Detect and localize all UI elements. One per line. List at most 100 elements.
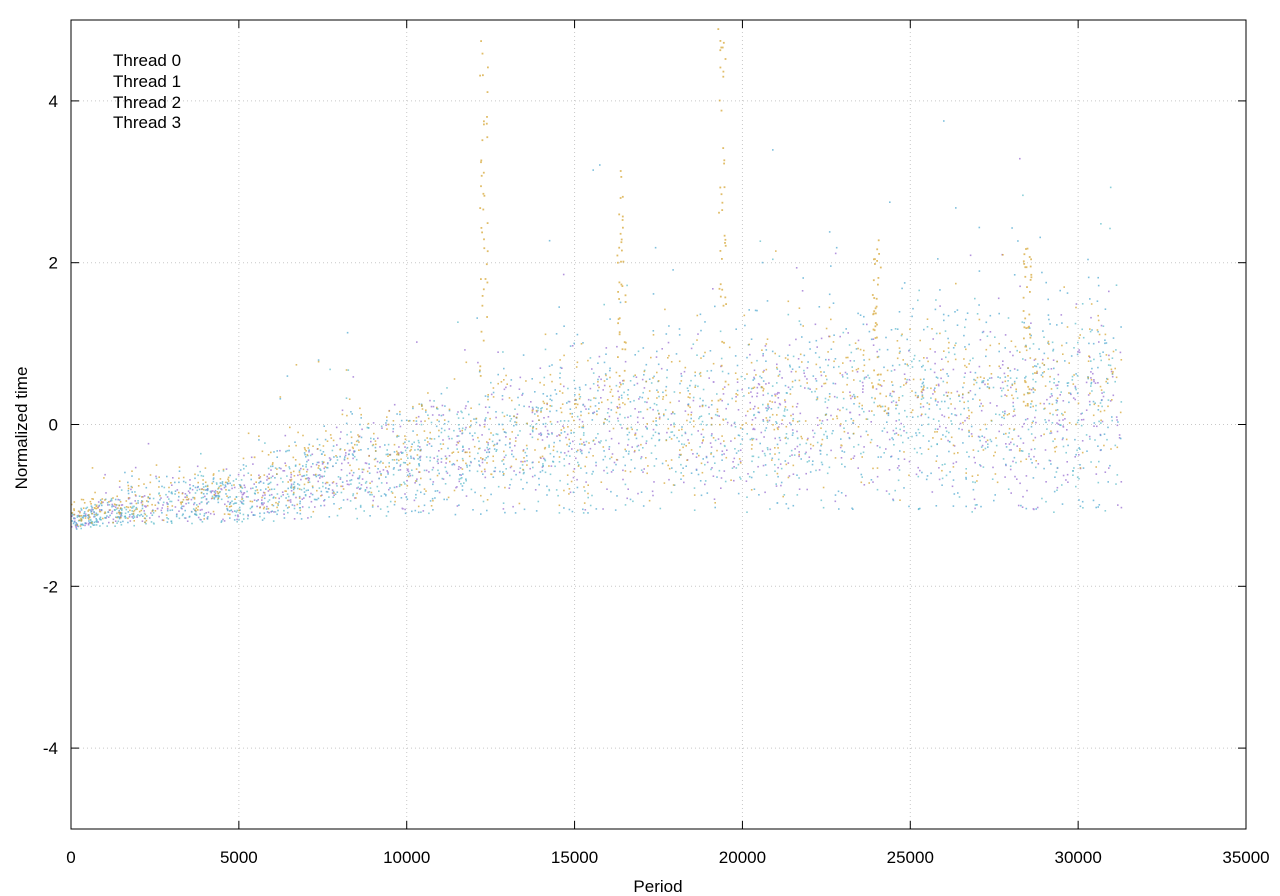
data-point: [88, 514, 90, 516]
data-point: [1005, 446, 1008, 448]
data-point: [73, 501, 76, 503]
data-point: [896, 340, 899, 342]
data-point: [120, 504, 123, 506]
data-point: [568, 438, 570, 441]
data-point: [211, 482, 213, 485]
data-point: [468, 448, 470, 450]
data-point: [790, 370, 793, 373]
data-point: [1068, 422, 1071, 424]
data-point: [404, 435, 406, 437]
data-point: [583, 432, 585, 434]
data-point: [798, 477, 800, 479]
data-point: [959, 422, 962, 425]
data-point: [480, 174, 483, 177]
data-point: [1050, 388, 1053, 390]
data-point: [501, 460, 503, 462]
data-point: [1088, 342, 1090, 345]
data-point: [1101, 420, 1104, 423]
data-point: [846, 373, 848, 375]
data-point: [1019, 285, 1021, 288]
data-point: [282, 470, 284, 472]
data-point: [580, 410, 582, 413]
data-point: [462, 417, 465, 419]
data-point: [119, 501, 122, 503]
data-point: [357, 439, 359, 442]
data-point: [830, 318, 832, 321]
data-point: [331, 449, 334, 452]
data-point: [616, 254, 619, 257]
data-point: [593, 397, 595, 399]
data-point: [679, 449, 681, 451]
data-point: [654, 444, 657, 447]
data-point: [778, 436, 781, 439]
data-point: [566, 443, 568, 446]
data-point: [637, 421, 639, 424]
data-point: [739, 476, 741, 479]
data-point: [1034, 358, 1037, 360]
data-point: [98, 518, 101, 520]
data-point: [80, 514, 83, 517]
data-point: [264, 442, 266, 444]
data-point: [959, 400, 961, 402]
data-point: [982, 466, 985, 468]
data-point: [1096, 329, 1099, 331]
data-point: [876, 350, 878, 353]
data-point: [340, 485, 342, 488]
data-point: [592, 372, 595, 374]
data-point: [807, 361, 809, 363]
data-point: [1021, 450, 1024, 452]
data-point: [960, 413, 962, 416]
data-point: [132, 517, 135, 519]
data-point: [619, 406, 621, 409]
data-point: [628, 431, 631, 434]
data-point: [135, 495, 137, 497]
data-point: [824, 397, 827, 400]
data-point: [326, 491, 329, 493]
data-point: [1076, 449, 1078, 452]
data-point: [1007, 436, 1010, 438]
data-point: [675, 470, 677, 473]
data-point: [1106, 378, 1109, 381]
data-point: [911, 360, 913, 363]
data-point: [839, 424, 842, 427]
data-point: [720, 109, 723, 112]
data-point: [834, 500, 837, 503]
data-point: [542, 393, 545, 395]
data-point: [872, 338, 875, 340]
data-point: [458, 427, 461, 430]
data-point: [168, 486, 170, 489]
data-point: [884, 409, 887, 412]
data-point: [874, 397, 876, 400]
data-point: [922, 435, 925, 437]
data-point: [694, 371, 696, 374]
data-point: [505, 431, 507, 434]
data-point: [514, 408, 516, 410]
data-point: [443, 423, 446, 425]
data-point: [425, 411, 427, 413]
data-point: [1044, 407, 1046, 410]
data-point: [903, 373, 906, 375]
data-point: [830, 449, 832, 452]
data-point: [789, 388, 792, 391]
data-point: [239, 500, 242, 503]
data-point: [486, 316, 488, 318]
data-point: [312, 463, 314, 465]
data-point: [213, 494, 216, 496]
data-point: [389, 454, 391, 456]
data-point: [542, 457, 545, 460]
data-point: [322, 451, 325, 453]
data-point: [636, 416, 639, 419]
data-point: [476, 470, 479, 473]
data-point: [753, 378, 756, 380]
data-point: [531, 436, 534, 439]
data-point: [121, 509, 123, 512]
data-point: [1035, 372, 1038, 374]
data-point: [964, 346, 966, 348]
data-point: [841, 444, 843, 447]
data-point: [1118, 437, 1121, 439]
data-point: [892, 438, 894, 441]
data-point: [603, 422, 605, 425]
data-point: [1022, 442, 1025, 444]
data-point: [197, 481, 199, 484]
data-point: [512, 505, 514, 508]
